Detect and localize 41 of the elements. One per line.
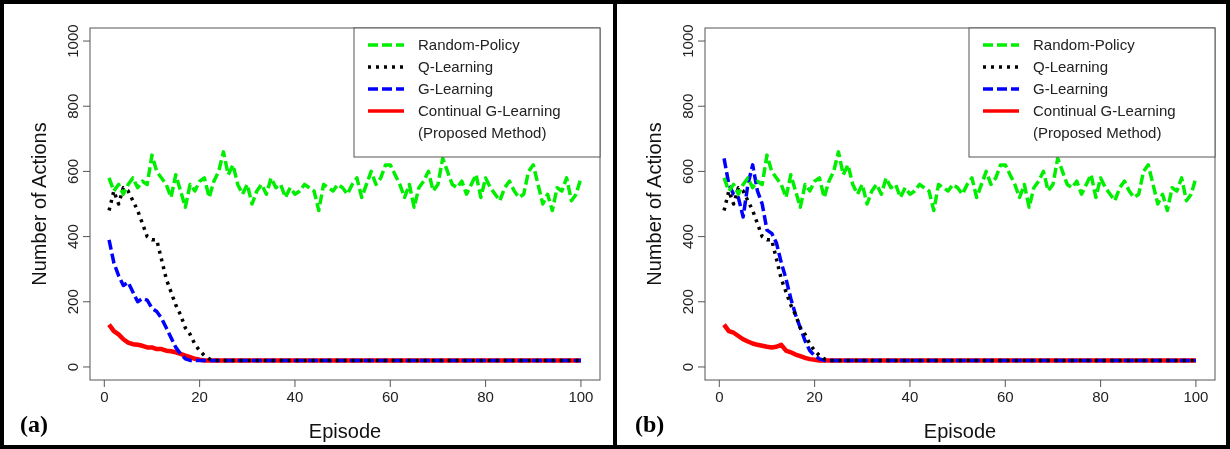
y-tick-label: 1000 — [64, 24, 81, 58]
y-tick-label: 400 — [679, 224, 696, 250]
legend-label: Q-Learning — [418, 58, 494, 75]
y-tick-label: 200 — [64, 289, 81, 315]
y-axis-title: Number of Actions — [643, 122, 665, 286]
y-tick-label: 600 — [679, 158, 696, 184]
x-tick-label: 0 — [100, 388, 109, 405]
y-tick-label: 800 — [64, 93, 81, 119]
legend-label: Random-Policy — [1033, 36, 1136, 53]
x-tick-label: 40 — [901, 388, 919, 405]
x-tick-label: 60 — [996, 388, 1014, 405]
line-series — [107, 238, 583, 363]
x-tick-label: 60 — [381, 388, 399, 405]
y-tick-label: 600 — [64, 158, 81, 184]
x-tick-label: 40 — [286, 388, 304, 405]
x-tick-label: 80 — [1092, 388, 1109, 405]
y-tick-label: 0 — [64, 362, 81, 372]
legend-label: G-Learning — [418, 80, 494, 97]
legend-label: G-Learning — [1033, 80, 1109, 97]
y-tick-label: 0 — [679, 362, 696, 372]
legend-label: Continual G-Learning (Proposed Method) — [1033, 102, 1176, 141]
text: (a) — [20, 411, 48, 437]
y-tick-label: 400 — [64, 224, 81, 250]
x-tick-label: 100 — [568, 388, 594, 405]
y-tick-label: 1000 — [679, 24, 696, 58]
x-axis-title: Episode — [308, 420, 382, 442]
x-tick-label: 80 — [477, 388, 494, 405]
x-tick-label: 0 — [715, 388, 724, 405]
y-tick-label: 200 — [679, 289, 696, 315]
y-axis-title: Number of Actions — [28, 122, 50, 286]
x-tick-label: 20 — [806, 388, 823, 405]
line-series — [722, 150, 1198, 213]
text: (b) — [635, 411, 665, 437]
x-axis-title: Episode — [923, 420, 997, 442]
x-tick-label: 20 — [191, 388, 208, 405]
legend-label: Continual G-Learning (Proposed Method) — [418, 102, 561, 141]
legend-label: Q-Learning — [1033, 58, 1109, 75]
line-series — [107, 150, 583, 213]
x-tick-label: 100 — [1183, 388, 1209, 405]
y-tick-label: 800 — [679, 93, 696, 119]
legend-label: Random-Policy — [418, 36, 521, 53]
